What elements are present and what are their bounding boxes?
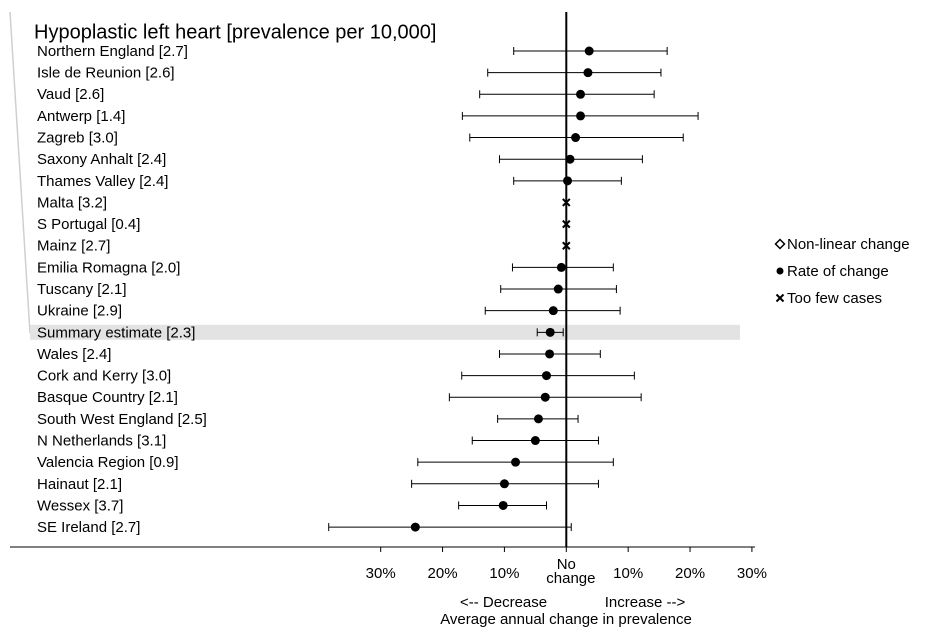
highlight-band [30,324,740,340]
point [545,349,555,359]
row-label: N Netherlands [3.1] [37,432,166,449]
point [571,133,581,143]
increase-label: Increase --> [604,594,686,611]
point [498,500,508,510]
point [583,68,593,78]
point [562,219,571,229]
row-label: Emilia Romagna [2.0] [37,259,180,276]
point [576,89,586,99]
legend-label: Rate of change [787,263,889,280]
point [553,284,563,294]
row-label: Valencia Region [0.9] [37,454,178,471]
legend-label: Non-linear change [787,236,910,253]
row-label: Isle de Reunion [2.6] [37,65,175,82]
x-tick-label: 20% [427,565,458,582]
row-label: Northern England [2.7] [37,43,188,60]
point [545,327,555,337]
chart-title: Hypoplastic left heart [prevalence per 1… [34,21,436,43]
point [533,414,543,424]
x-tick-label: 10% [489,565,520,582]
point [548,306,558,316]
point [565,154,575,164]
x-tick-label: No change [546,556,596,587]
row-label: South West England [2.5] [37,411,207,428]
row-label: Malta [3.2] [37,194,107,211]
row-label: Saxony Anhalt [2.4] [37,151,166,168]
row-label: Mainz [2.7] [37,238,110,255]
point [584,46,594,56]
row-label: Summary estimate [2.3] [37,324,195,341]
x-tick-label: 20% [675,565,706,582]
point [562,241,571,250]
row-label: Zagreb [3.0] [37,130,118,147]
row-label: S Portugal [0.4] [37,216,140,233]
x-axis-title: Average annual change in prevalence [440,611,692,628]
legend-marker [775,293,785,303]
row-label: Antwerp [1.4] [37,108,125,125]
point [499,479,509,489]
legend-marker [776,267,784,275]
legend-marker [774,238,786,250]
x-tick-label: 30% [736,565,767,582]
x-tick-label: 10% [613,565,644,582]
x-tick-label: 30% [365,565,396,582]
row-label: SE Ireland [2.7] [37,519,140,536]
row-label: Hainaut [2.1] [37,476,122,493]
row-label: Thames Valley [2.4] [37,173,168,190]
decrease-label: <-- Decrease [460,594,548,611]
point [540,392,550,402]
legend-label: Too few cases [787,290,882,307]
point [530,436,540,446]
row-label: Ukraine [2.9] [37,303,122,320]
point [576,111,586,121]
row-label: Vaud [2.6] [37,86,104,103]
point [563,176,573,186]
row-label: Basque Country [2.1] [37,389,178,406]
point [556,262,566,272]
row-label: Wessex [3.7] [37,497,123,514]
point [562,198,571,207]
point [511,457,521,467]
row-label: Cork and Kerry [3.0] [37,368,171,385]
point [541,371,551,381]
row-label: Wales [2.4] [37,346,111,363]
row-label: Tuscany [2.1] [37,281,127,298]
bracket [9,11,31,334]
point [410,522,420,532]
